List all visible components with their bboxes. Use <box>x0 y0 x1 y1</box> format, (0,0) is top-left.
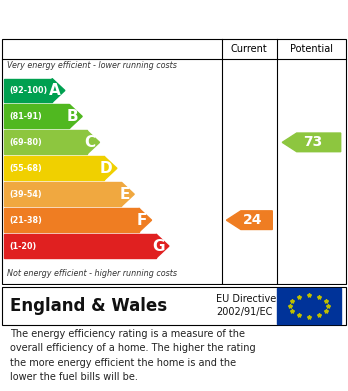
Bar <box>4 79 52 102</box>
Text: G: G <box>152 239 165 254</box>
Text: (39-54): (39-54) <box>9 190 42 199</box>
Bar <box>4 182 121 206</box>
Bar <box>4 104 69 128</box>
Text: Current: Current <box>231 44 268 54</box>
Bar <box>4 234 156 258</box>
Text: E: E <box>120 187 130 202</box>
Text: (1-20): (1-20) <box>9 242 37 251</box>
Bar <box>277 288 341 324</box>
Text: 24: 24 <box>243 213 263 227</box>
Text: Energy Efficiency Rating: Energy Efficiency Rating <box>10 10 239 28</box>
Polygon shape <box>69 104 82 128</box>
Polygon shape <box>282 133 341 152</box>
Bar <box>4 208 139 232</box>
Text: D: D <box>100 161 113 176</box>
Text: (55-68): (55-68) <box>9 164 42 173</box>
Text: Not energy efficient - higher running costs: Not energy efficient - higher running co… <box>7 269 177 278</box>
Text: C: C <box>84 135 95 150</box>
Polygon shape <box>87 130 100 154</box>
Text: A: A <box>49 83 61 98</box>
Text: Potential: Potential <box>290 44 333 54</box>
Polygon shape <box>156 234 169 258</box>
Text: (21-38): (21-38) <box>9 216 42 225</box>
Bar <box>4 130 87 154</box>
Text: (92-100): (92-100) <box>9 86 48 95</box>
Text: The energy efficiency rating is a measure of the
overall efficiency of a home. T: The energy efficiency rating is a measur… <box>10 329 256 382</box>
Polygon shape <box>52 79 65 102</box>
Text: England & Wales: England & Wales <box>10 297 168 315</box>
Text: F: F <box>137 213 148 228</box>
Text: (81-91): (81-91) <box>9 112 42 121</box>
Text: 73: 73 <box>303 135 323 149</box>
Polygon shape <box>139 208 152 232</box>
Bar <box>4 156 104 180</box>
Text: (69-80): (69-80) <box>9 138 42 147</box>
Polygon shape <box>227 211 272 230</box>
Polygon shape <box>121 182 134 206</box>
Polygon shape <box>104 156 117 180</box>
Text: B: B <box>66 109 78 124</box>
Text: Very energy efficient - lower running costs: Very energy efficient - lower running co… <box>7 61 177 70</box>
Text: EU Directive
2002/91/EC: EU Directive 2002/91/EC <box>216 294 276 317</box>
